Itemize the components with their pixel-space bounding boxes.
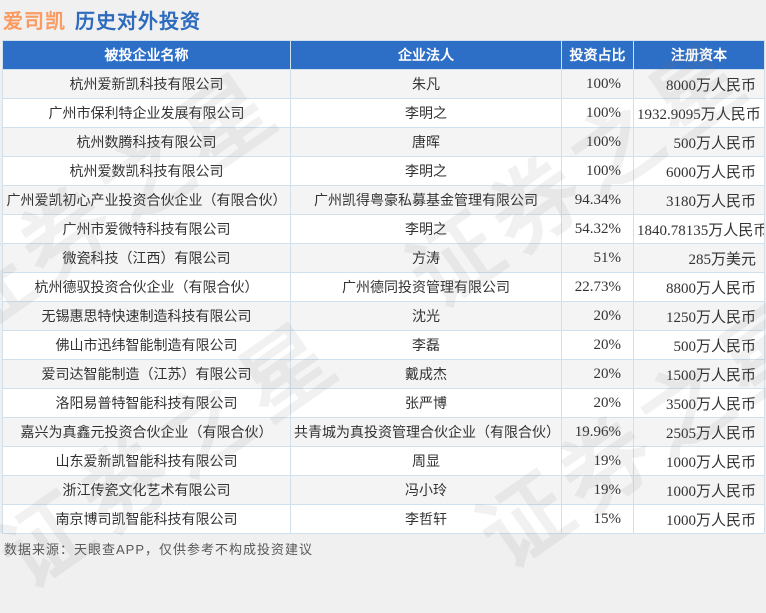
page-title: 爱司凯 历史对外投资 (3, 5, 201, 34)
cell-legal-person: 冯小玲 (290, 475, 562, 505)
cell-company-name: 浙江传瓷文化艺术有限公司 (2, 475, 291, 505)
cell-legal-person: 周显 (290, 446, 562, 476)
cell-legal-person: 朱凡 (290, 69, 562, 99)
cell-investment-ratio: 100% (561, 69, 634, 99)
table-row: 杭州德驭投资合伙企业（有限合伙） 广州德同投资管理有限公司 22.73% 8800万人… (2, 272, 765, 302)
cell-company-name: 杭州爱新凯科技有限公司 (2, 69, 291, 99)
cell-investment-ratio: 20% (561, 388, 634, 418)
cell-registered-capital: 2505万人民币 (633, 417, 765, 447)
table-row: 杭州数腾科技有限公司 唐晖 100% 500万人民币 (2, 127, 765, 157)
cell-investment-ratio: 54.32% (561, 214, 634, 244)
data-source-note: 数据来源：天眼查APP，仅供参考不构成投资建议 (4, 542, 314, 557)
cell-company-name: 爱司达智能制造（江苏）有限公司 (2, 359, 291, 389)
table-row: 洛阳易普特智能科技有限公司 张严博 20% 3500万人民币 (2, 388, 765, 418)
table-row: 山东爱新凯智能科技有限公司 周显 19% 1000万人民币 (2, 446, 765, 476)
cell-investment-ratio: 100% (561, 98, 634, 128)
cell-legal-person: 李磊 (290, 330, 562, 360)
column-header-1: 企业法人 (290, 40, 562, 70)
title-company-name: 爱司凯 (3, 11, 66, 33)
cell-company-name: 佛山市迅纬智能制造有限公司 (2, 330, 291, 360)
cell-registered-capital: 500万人民币 (633, 330, 765, 360)
column-header-3: 注册资本 (633, 40, 765, 70)
cell-investment-ratio: 20% (561, 359, 634, 389)
cell-investment-ratio: 100% (561, 127, 634, 157)
cell-investment-ratio: 94.34% (561, 185, 634, 215)
cell-company-name: 山东爱新凯智能科技有限公司 (2, 446, 291, 476)
cell-registered-capital: 285万美元 (633, 243, 765, 273)
cell-investment-ratio: 19% (561, 446, 634, 476)
cell-legal-person: 共青城为真投资管理合伙企业（有限合伙） (290, 417, 562, 447)
cell-company-name: 嘉兴为真鑫元投资合伙企业（有限合伙） (2, 417, 291, 447)
cell-company-name: 微瓷科技（江西）有限公司 (2, 243, 291, 273)
cell-company-name: 杭州数腾科技有限公司 (2, 127, 291, 157)
table-row: 无锡惠思特快速制造科技有限公司 沈光 20% 1250万人民币 (2, 301, 765, 331)
cell-investment-ratio: 19% (561, 475, 634, 505)
cell-registered-capital: 3500万人民币 (633, 388, 765, 418)
table-body: 杭州爱新凯科技有限公司 朱凡 100% 8000万人民币 广州市保利特企业发展有限公司李… (2, 69, 765, 534)
cell-legal-person: 李哲轩 (290, 504, 562, 534)
cell-registered-capital: 1500万人民币 (633, 359, 765, 389)
cell-registered-capital: 500万人民币 (633, 127, 765, 157)
cell-legal-person: 广州德同投资管理有限公司 (290, 272, 562, 302)
table-row: 杭州爱数凯科技有限公司 李明之 100% 6000万人民币 (2, 156, 765, 186)
cell-registered-capital: 1932.9095万人民币 (633, 98, 765, 128)
cell-company-name: 南京博司凯智能科技有限公司 (2, 504, 291, 534)
cell-investment-ratio: 19.96% (561, 417, 634, 447)
cell-investment-ratio: 51% (561, 243, 634, 273)
table-row: 杭州爱新凯科技有限公司 朱凡 100% 8000万人民币 (2, 69, 765, 99)
column-header-2: 投资占比 (561, 40, 634, 70)
cell-registered-capital: 8800万人民币 (633, 272, 765, 302)
table-row: 广州爱凯初心产业投资合伙企业（有限合伙） 广州凯得粤豪私募基金管理有限公司 94.3… (2, 185, 765, 215)
cell-registered-capital: 1250万人民币 (633, 301, 765, 331)
cell-legal-person: 李明之 (290, 98, 562, 128)
table-row: 浙江传瓷文化艺术有限公司 冯小玲 19% 1000万人民币 (2, 475, 765, 505)
table-row: 嘉兴为真鑫元投资合伙企业（有限合伙） 共青城为真投资管理合伙企业（有限合伙） 19.… (2, 417, 765, 447)
cell-legal-person: 沈光 (290, 301, 562, 331)
cell-legal-person: 戴成杰 (290, 359, 562, 389)
cell-company-name: 杭州德驭投资合伙企业（有限合伙） (2, 272, 291, 302)
table-row: 南京博司凯智能科技有限公司 李哲轩 15% 1000万人民币 (2, 504, 765, 534)
cell-company-name: 洛阳易普特智能科技有限公司 (2, 388, 291, 418)
table-row: 微瓷科技（江西）有限公司 方涛 51% 285万美元 (2, 243, 765, 273)
table-header-row: 被投企业名称 企业法人 投资占比 注册资本 (2, 40, 765, 70)
cell-registered-capital: 1000万人民币 (633, 446, 765, 476)
cell-legal-person: 李明之 (290, 156, 562, 186)
cell-investment-ratio: 15% (561, 504, 634, 534)
cell-company-name: 广州市爱微特科技有限公司 (2, 214, 291, 244)
column-header-0: 被投企业名称 (2, 40, 291, 70)
cell-legal-person: 张严博 (290, 388, 562, 418)
cell-company-name: 广州爱凯初心产业投资合伙企业（有限合伙） (2, 185, 291, 215)
cell-legal-person: 唐晖 (290, 127, 562, 157)
cell-legal-person: 方涛 (290, 243, 562, 273)
cell-registered-capital: 1000万人民币 (633, 475, 765, 505)
cell-legal-person: 李明之 (290, 214, 562, 244)
cell-investment-ratio: 20% (561, 330, 634, 360)
cell-registered-capital: 1000万人民币 (633, 504, 765, 534)
cell-legal-person: 广州凯得粤豪私募基金管理有限公司 (290, 185, 562, 215)
table-row: 广州市保利特企业发展有限公司 李明之 100% 1932.9095万人民币 (2, 98, 765, 128)
table-row: 爱司达智能制造（江苏）有限公司 戴成杰 20% 1500万人民币 (2, 359, 765, 389)
cell-investment-ratio: 20% (561, 301, 634, 331)
cell-investment-ratio: 100% (561, 156, 634, 186)
cell-registered-capital: 3180万人民币 (633, 185, 765, 215)
cell-company-name: 杭州爱数凯科技有限公司 (2, 156, 291, 186)
table-row: 广州市爱微特科技有限公司 李明之 54.32% 1840.78135万人民币 (2, 214, 765, 244)
table-row: 佛山市迅纬智能制造有限公司 李磊 20% 500万人民币 (2, 330, 765, 360)
title-subtitle: 历史对外投资 (75, 11, 201, 33)
investment-table: 被投企业名称 企业法人 投资占比 注册资本 杭州爱新凯科技有限公司 朱凡 100% 8000… (2, 40, 765, 534)
cell-registered-capital: 6000万人民币 (633, 156, 765, 186)
cell-registered-capital: 1840.78135万人民币 (633, 214, 765, 244)
cell-company-name: 无锡惠思特快速制造科技有限公司 (2, 301, 291, 331)
cell-investment-ratio: 22.73% (561, 272, 634, 302)
cell-company-name: 广州市保利特企业发展有限公司 (2, 98, 291, 128)
cell-registered-capital: 8000万人民币 (633, 69, 765, 99)
